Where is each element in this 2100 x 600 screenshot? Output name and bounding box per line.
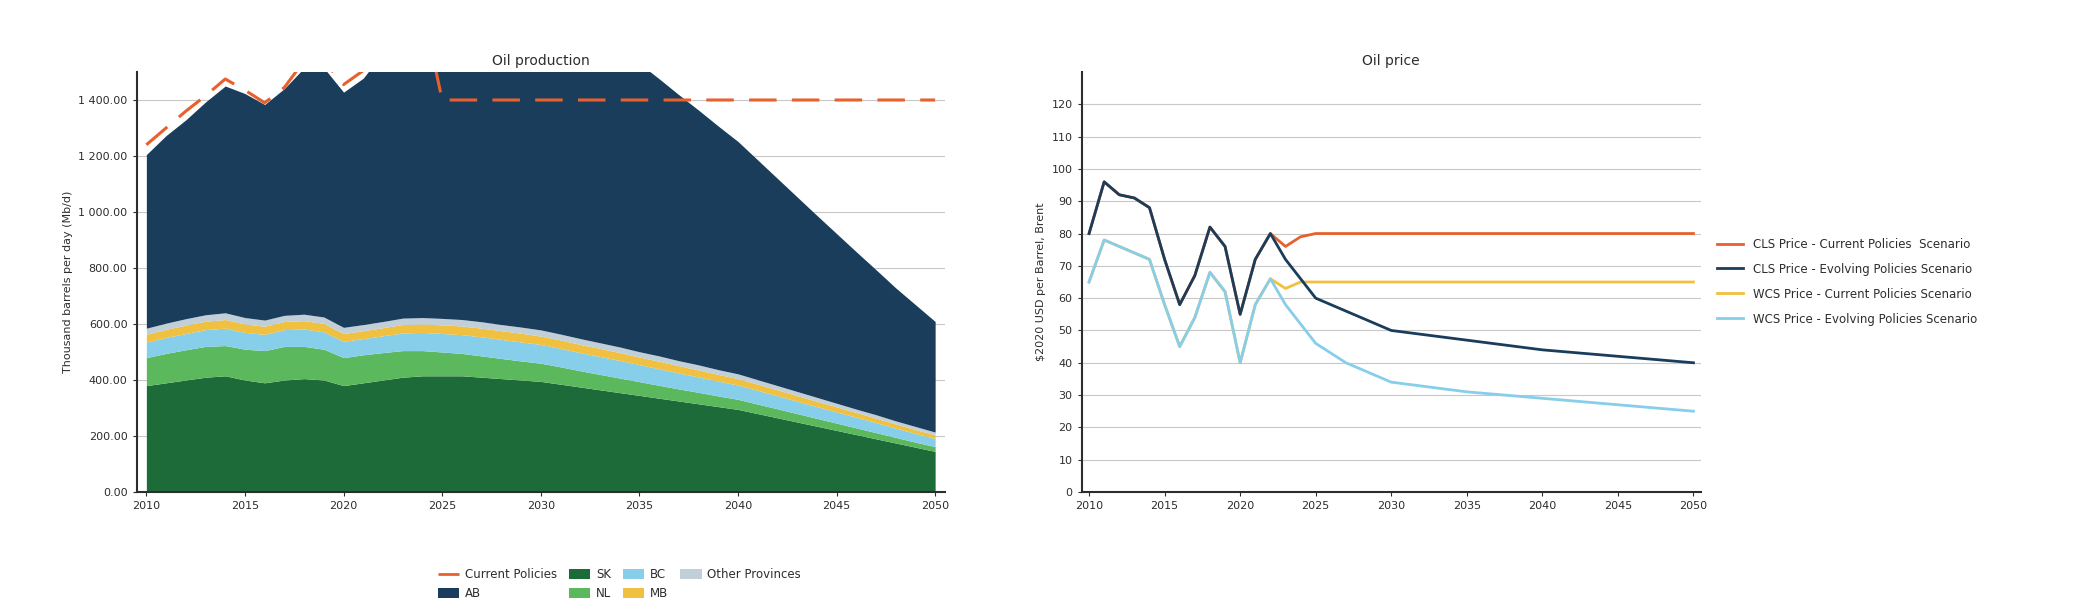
Title: Oil price: Oil price bbox=[1363, 54, 1420, 68]
Title: Oil production: Oil production bbox=[491, 54, 590, 68]
Legend: Current Policies, AB, SK, NL, BC, MB, Other Provinces: Current Policies, AB, SK, NL, BC, MB, Ot… bbox=[437, 568, 802, 600]
Y-axis label: $2020 USD per Barrel, Brent: $2020 USD per Barrel, Brent bbox=[1035, 203, 1046, 361]
Y-axis label: Thousand barrels per day (Mb/d): Thousand barrels per day (Mb/d) bbox=[63, 191, 74, 373]
Legend: CLS Price - Current Policies  Scenario, CLS Price - Evolving Policies Scenario, : CLS Price - Current Policies Scenario, C… bbox=[1718, 238, 1976, 326]
